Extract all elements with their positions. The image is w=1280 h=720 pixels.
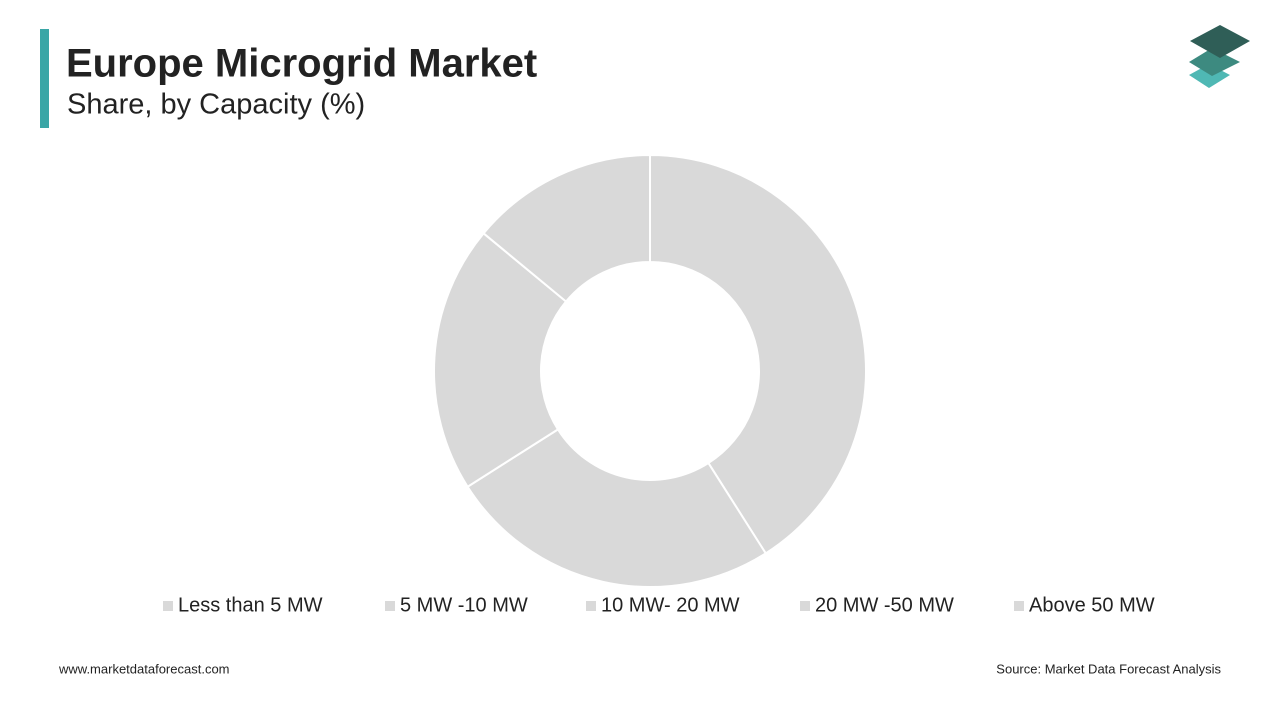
legend-label: Above 50 MW	[1029, 594, 1155, 616]
chart-title: Europe Microgrid Market	[66, 42, 537, 86]
title-bar	[40, 29, 49, 128]
legend-swatch	[385, 601, 395, 611]
legend-swatch	[163, 601, 173, 611]
legend-label: 10 MW- 20 MW	[601, 594, 740, 616]
donut-slice	[649, 153, 867, 555]
legend-swatch	[1014, 601, 1024, 611]
chart-subtitle: Share, by Capacity (%)	[67, 89, 365, 121]
website: www.marketdataforecast.com	[58, 661, 230, 676]
legend-label: Less than 5 MW	[178, 594, 323, 616]
donut-slice	[433, 231, 568, 489]
donut-slice	[466, 428, 768, 588]
legend-swatch	[800, 601, 810, 611]
donut-slice	[482, 153, 651, 303]
legend-label: 20 MW -50 MW	[815, 594, 954, 616]
source: Source: Market Data Forecast Analysis	[996, 661, 1221, 676]
legend-swatch	[586, 601, 596, 611]
logo	[1189, 25, 1250, 88]
legend-label: 5 MW -10 MW	[400, 594, 528, 616]
